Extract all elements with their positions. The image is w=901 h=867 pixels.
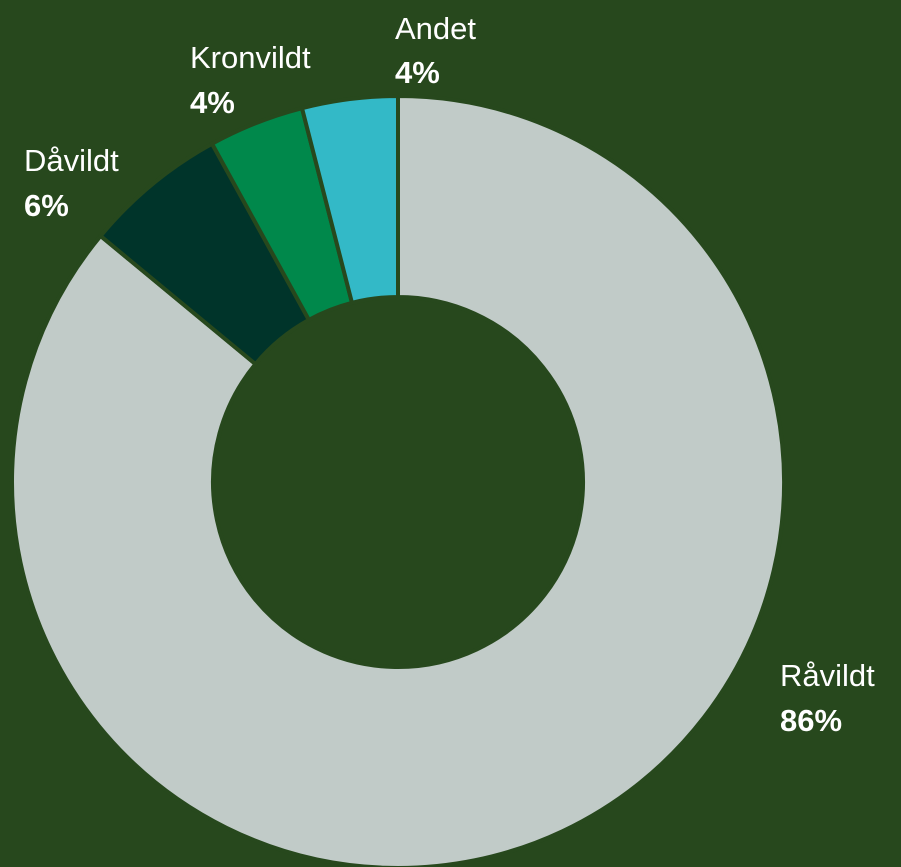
slice-label-ravildt: Råvildt — [780, 658, 875, 693]
label-ravildt: Råvildt 86% — [780, 658, 875, 738]
donut-slices — [10, 93, 786, 867]
donut-slice-andet — [299, 93, 400, 306]
slice-label-andet: Andet — [395, 11, 476, 46]
slice-label-davildt: Dåvildt — [24, 143, 119, 178]
label-andet: Andet 4% — [395, 11, 476, 90]
slice-value-davildt: 6% — [24, 188, 69, 223]
slice-value-ravildt: 86% — [780, 703, 842, 738]
label-kronvildt: Kronvildt 4% — [190, 40, 311, 120]
slice-label-kronvildt: Kronvildt — [190, 40, 311, 75]
slice-value-kronvildt: 4% — [190, 85, 235, 120]
label-davildt: Dåvildt 6% — [24, 143, 119, 223]
slice-value-andet: 4% — [395, 55, 440, 90]
donut-slice-ravildt — [10, 93, 786, 867]
